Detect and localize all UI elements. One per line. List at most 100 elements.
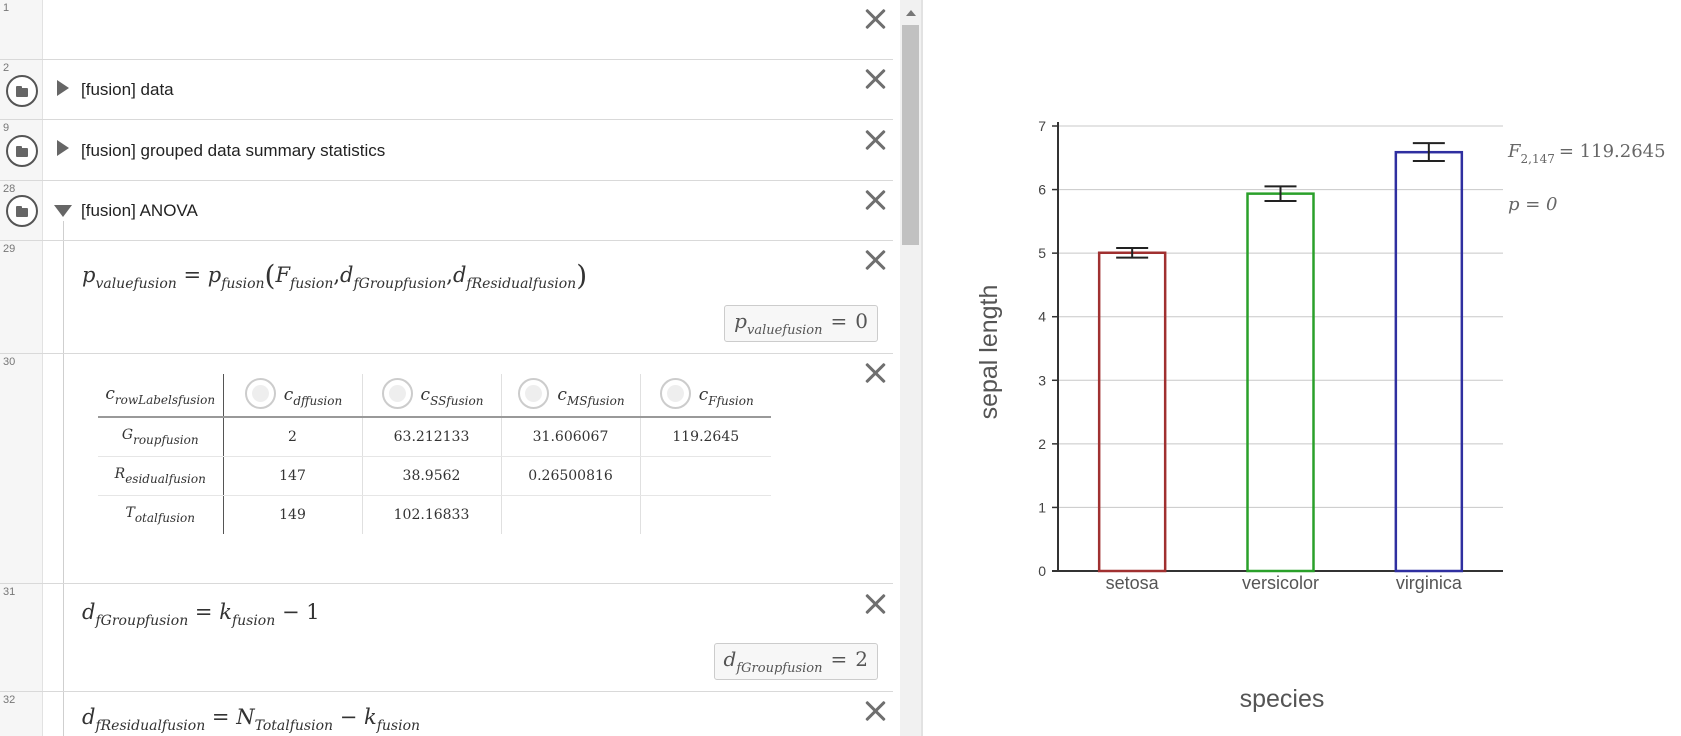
df-group-formula[interactable]: dfGroupfusion = kfusion − 1 xyxy=(82,600,320,629)
graph-paper[interactable]: 0 1 2 3 4 5 6 7 setosa versicolor virginica species… xyxy=(923,0,1681,736)
folder-indent-line xyxy=(63,221,64,240)
row-gutter: 28 xyxy=(0,181,43,240)
delete-icon[interactable] xyxy=(864,249,886,271)
table-cell[interactable]: 149 xyxy=(223,495,363,534)
y-tick-label: 4 xyxy=(1038,309,1046,325)
column-style-icon[interactable] xyxy=(659,377,691,409)
expression-row-1[interactable]: 1 xyxy=(0,0,893,60)
folder-indent-line xyxy=(63,692,64,736)
x-tick-label: setosa xyxy=(1106,573,1160,593)
y-tick-label: 1 xyxy=(1038,499,1046,515)
folder-row-anova[interactable]: 28 [fusion] ANOVA xyxy=(0,181,893,241)
y-axis-label: sepal length xyxy=(975,285,1003,420)
x-tick-label: virginica xyxy=(1396,573,1463,593)
bar-virginica xyxy=(1394,150,1464,573)
delete-icon[interactable] xyxy=(864,129,886,151)
row-gutter: 31 xyxy=(0,584,43,691)
column-style-icon[interactable] xyxy=(244,377,276,409)
delete-icon[interactable] xyxy=(864,362,886,384)
delete-icon[interactable] xyxy=(864,593,886,615)
folder-icon xyxy=(6,195,38,227)
row-gutter: 32 xyxy=(0,692,43,736)
table-cell-label[interactable]: Groupfusion xyxy=(98,417,224,457)
y-tick-label: 2 xyxy=(1038,436,1046,452)
column-header-row-labels[interactable]: crowLabelsfusion xyxy=(98,374,224,418)
row-number: 29 xyxy=(3,243,16,255)
table-cell[interactable] xyxy=(640,495,771,534)
column-header-df[interactable]: cdffusion xyxy=(223,374,363,418)
scroll-up-arrow-icon[interactable] xyxy=(906,10,916,16)
row-gutter: 29 xyxy=(0,241,43,353)
row-number: 32 xyxy=(3,694,16,706)
table-cell[interactable] xyxy=(640,456,771,496)
row-gutter: 30 xyxy=(0,354,43,583)
table-cell[interactable]: 63.212133 xyxy=(362,417,502,457)
pvalue-formula[interactable]: pvaluefusion = pfusion(Ffusion,dfGroupfu… xyxy=(82,259,588,292)
df-residual-formula[interactable]: dfResidualfusion = NTotalfusion − kfusio… xyxy=(82,705,421,734)
folder-indent-line xyxy=(63,354,64,583)
bar-chart: 0 1 2 3 4 5 6 7 setosa versicolor virginica species… xyxy=(975,118,1666,713)
y-tick-label: 5 xyxy=(1038,245,1046,261)
column-header-ms[interactable]: cMSfusion xyxy=(501,374,641,418)
folder-title[interactable]: [fusion] ANOVA xyxy=(81,201,198,220)
table-cell-label[interactable]: Residualfusion xyxy=(98,456,224,496)
table-data-row-total: Totalfusion 149 102.16833 xyxy=(98,495,771,534)
row-gutter: 2 xyxy=(0,60,43,119)
folder-title[interactable]: [fusion] data xyxy=(81,80,174,99)
f-statistic-annotation: F2,147 = 119.2645 xyxy=(1507,141,1666,166)
pvalue-result: pvaluefusion = 0 xyxy=(724,305,878,342)
table-cell[interactable]: 2 xyxy=(223,417,363,457)
table-cell[interactable]: 0.26500816 xyxy=(501,456,641,496)
table-cell[interactable]: 147 xyxy=(223,456,363,496)
expand-triangle-icon[interactable] xyxy=(57,80,69,96)
table-cell[interactable]: 102.16833 xyxy=(362,495,502,534)
folder-icon xyxy=(6,75,38,107)
folder-indent-line xyxy=(63,241,64,353)
row-number: 30 xyxy=(3,356,16,368)
table-data-row-residual: Residualfusion 147 38.9562 0.26500816 xyxy=(98,456,771,496)
row-number: 31 xyxy=(3,586,16,598)
scroll-thumb[interactable] xyxy=(902,25,919,245)
table-row-anova[interactable]: 30 crowLabelsfusion cdffusion cSSfusion … xyxy=(0,354,893,584)
row-number: 9 xyxy=(3,122,10,134)
row-number: 28 xyxy=(3,183,16,195)
delete-icon[interactable] xyxy=(864,8,886,30)
df-group-result: dfGroupfusion = 2 xyxy=(713,643,878,680)
column-style-icon[interactable] xyxy=(518,377,550,409)
anova-table[interactable]: crowLabelsfusion cdffusion cSSfusion cMS… xyxy=(98,374,771,534)
folder-row-data[interactable]: 2 [fusion] data xyxy=(0,60,893,120)
panel-divider[interactable] xyxy=(921,0,923,736)
column-style-icon[interactable] xyxy=(381,377,413,409)
y-tick-label: 6 xyxy=(1038,182,1046,198)
folder-row-summary-statistics[interactable]: 9 [fusion] grouped data summary statisti… xyxy=(0,120,893,181)
row-gutter: 1 xyxy=(0,0,43,59)
table-cell[interactable]: 38.9562 xyxy=(362,456,502,496)
collapse-triangle-icon[interactable] xyxy=(54,205,72,217)
column-header-ss[interactable]: cSSfusion xyxy=(362,374,502,418)
delete-icon[interactable] xyxy=(864,189,886,211)
expression-row-pvalue[interactable]: 29 pvaluefusion = pfusion(Ffusion,dfGrou… xyxy=(0,241,893,354)
y-tick-label: 7 xyxy=(1038,118,1046,134)
delete-icon[interactable] xyxy=(864,68,886,90)
row-number: 2 xyxy=(3,62,10,74)
delete-icon[interactable] xyxy=(864,700,886,722)
folder-icon xyxy=(6,135,38,167)
expression-row-df-group[interactable]: 31 dfGroupfusion = kfusion − 1 dfGroupfu… xyxy=(0,584,893,692)
x-tick-label: versicolor xyxy=(1242,573,1319,593)
row-number: 1 xyxy=(3,2,10,14)
bar-setosa xyxy=(1097,251,1167,573)
y-tick-label: 0 xyxy=(1038,563,1046,579)
table-cell-label[interactable]: Totalfusion xyxy=(98,495,224,534)
expression-list: 1 2 [fusion] data 9 [fusion] grouped dat… xyxy=(0,0,893,736)
expand-triangle-icon[interactable] xyxy=(57,140,69,156)
row-gutter: 9 xyxy=(0,120,43,180)
table-cell[interactable] xyxy=(501,495,641,534)
expression-list-scrollbar[interactable] xyxy=(900,0,921,736)
folder-title[interactable]: [fusion] grouped data summary statistics xyxy=(81,141,386,160)
table-cell[interactable]: 31.606067 xyxy=(501,417,641,457)
table-cell[interactable]: 119.2645 xyxy=(640,417,771,457)
expression-row-df-residual[interactable]: 32 dfResidualfusion = NTotalfusion − kfu… xyxy=(0,692,893,736)
column-header-f[interactable]: cFfusion xyxy=(640,374,771,418)
bar-versicolor xyxy=(1246,192,1315,573)
y-tick-label: 3 xyxy=(1038,372,1046,388)
